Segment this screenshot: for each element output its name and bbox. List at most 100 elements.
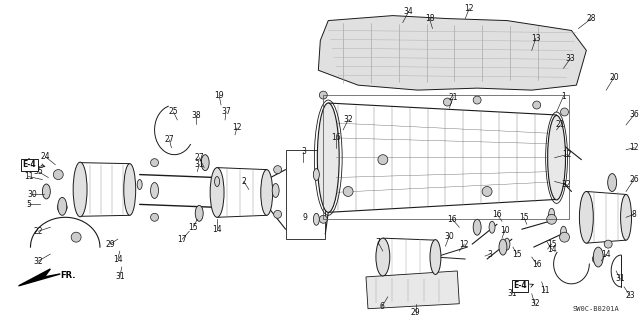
Circle shape bbox=[319, 91, 327, 99]
Text: 15: 15 bbox=[547, 240, 556, 249]
Text: 22: 22 bbox=[34, 227, 43, 236]
Circle shape bbox=[444, 98, 451, 106]
Circle shape bbox=[559, 232, 570, 242]
Text: 10: 10 bbox=[500, 226, 510, 235]
Text: 30: 30 bbox=[445, 232, 454, 241]
Text: 16: 16 bbox=[447, 215, 457, 224]
Text: 17: 17 bbox=[177, 235, 187, 244]
Ellipse shape bbox=[272, 183, 279, 197]
Text: E-4: E-4 bbox=[22, 160, 36, 169]
Text: 24: 24 bbox=[40, 152, 50, 161]
Circle shape bbox=[378, 155, 388, 165]
Polygon shape bbox=[366, 271, 460, 309]
Text: 16: 16 bbox=[492, 210, 502, 219]
Text: 37: 37 bbox=[221, 108, 231, 116]
Text: SW0C-B0201A: SW0C-B0201A bbox=[573, 306, 620, 312]
Ellipse shape bbox=[489, 221, 495, 233]
Text: 27: 27 bbox=[164, 135, 174, 144]
Circle shape bbox=[482, 187, 492, 197]
Text: 14: 14 bbox=[113, 255, 123, 263]
Circle shape bbox=[150, 213, 159, 221]
Text: 16: 16 bbox=[332, 133, 341, 142]
Text: 38: 38 bbox=[191, 111, 201, 121]
Text: 2: 2 bbox=[241, 177, 246, 186]
Ellipse shape bbox=[210, 167, 224, 217]
Text: 36: 36 bbox=[629, 110, 639, 119]
Text: 11: 11 bbox=[24, 172, 33, 181]
Circle shape bbox=[150, 159, 159, 167]
Polygon shape bbox=[19, 269, 60, 286]
Ellipse shape bbox=[214, 176, 220, 187]
Text: 4: 4 bbox=[26, 158, 31, 167]
Ellipse shape bbox=[504, 238, 510, 250]
Text: 31: 31 bbox=[115, 272, 125, 281]
Circle shape bbox=[274, 210, 282, 218]
Text: 12: 12 bbox=[460, 240, 469, 249]
Ellipse shape bbox=[137, 180, 142, 189]
Text: 16: 16 bbox=[532, 259, 541, 269]
Text: 29: 29 bbox=[411, 308, 420, 317]
Text: 28: 28 bbox=[587, 14, 596, 23]
Text: 12: 12 bbox=[465, 4, 474, 13]
Text: 19: 19 bbox=[214, 91, 224, 100]
Ellipse shape bbox=[499, 239, 507, 255]
Text: 29: 29 bbox=[105, 240, 115, 249]
Text: 34: 34 bbox=[404, 7, 413, 16]
Polygon shape bbox=[318, 16, 586, 90]
Ellipse shape bbox=[124, 164, 136, 215]
Ellipse shape bbox=[548, 115, 566, 200]
Text: 15: 15 bbox=[519, 213, 529, 222]
Ellipse shape bbox=[621, 195, 632, 240]
Text: 20: 20 bbox=[609, 73, 619, 82]
Text: 27: 27 bbox=[195, 153, 204, 162]
Text: 13: 13 bbox=[531, 34, 541, 43]
Text: 35: 35 bbox=[33, 167, 44, 176]
Text: E-4: E-4 bbox=[513, 281, 527, 290]
Circle shape bbox=[604, 240, 612, 248]
Ellipse shape bbox=[73, 162, 87, 217]
Circle shape bbox=[592, 255, 600, 263]
Text: FR.: FR. bbox=[60, 271, 76, 280]
Circle shape bbox=[274, 166, 282, 174]
Text: 1: 1 bbox=[561, 92, 566, 100]
Circle shape bbox=[53, 170, 63, 180]
Circle shape bbox=[473, 96, 481, 104]
Text: 21: 21 bbox=[449, 93, 458, 101]
Ellipse shape bbox=[314, 213, 319, 225]
Ellipse shape bbox=[430, 240, 441, 274]
Text: 32: 32 bbox=[34, 256, 44, 265]
Text: 9: 9 bbox=[303, 213, 308, 222]
Text: 31: 31 bbox=[615, 274, 625, 283]
Text: 15: 15 bbox=[188, 223, 198, 232]
Text: 12: 12 bbox=[562, 150, 572, 159]
Ellipse shape bbox=[42, 184, 51, 199]
Text: 3: 3 bbox=[301, 147, 306, 156]
Text: 23: 23 bbox=[625, 291, 635, 300]
Circle shape bbox=[343, 187, 353, 197]
Text: 30: 30 bbox=[28, 190, 37, 199]
Text: 8: 8 bbox=[632, 210, 636, 219]
Text: 26: 26 bbox=[629, 175, 639, 184]
Ellipse shape bbox=[473, 219, 481, 235]
Text: 32: 32 bbox=[562, 180, 572, 189]
Text: 11: 11 bbox=[540, 286, 549, 295]
Ellipse shape bbox=[195, 205, 203, 221]
Text: 14: 14 bbox=[547, 245, 556, 254]
Circle shape bbox=[547, 214, 557, 224]
Ellipse shape bbox=[548, 208, 555, 220]
Circle shape bbox=[319, 215, 327, 223]
Text: 32: 32 bbox=[530, 299, 540, 308]
Text: 3: 3 bbox=[488, 249, 493, 259]
Text: 5: 5 bbox=[26, 200, 31, 209]
Text: 31: 31 bbox=[507, 289, 516, 298]
Bar bbox=[285, 150, 325, 239]
Text: 6: 6 bbox=[380, 302, 384, 311]
Circle shape bbox=[532, 101, 541, 109]
Text: 33: 33 bbox=[566, 54, 575, 63]
Text: 12: 12 bbox=[232, 123, 242, 132]
Ellipse shape bbox=[376, 238, 390, 276]
Ellipse shape bbox=[150, 182, 159, 198]
Text: 7: 7 bbox=[376, 238, 380, 247]
Text: 14: 14 bbox=[602, 249, 611, 259]
Ellipse shape bbox=[561, 226, 566, 238]
